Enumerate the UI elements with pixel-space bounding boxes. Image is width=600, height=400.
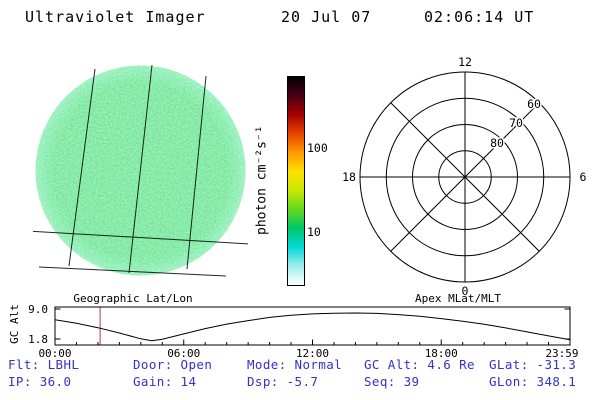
status-dsp: Dsp: -5.7 — [247, 374, 319, 389]
ytick-9-0: 9.0 — [28, 303, 48, 316]
mlat-label-70: 70 — [509, 116, 523, 130]
status-ip: IP: 36.0 — [8, 374, 72, 389]
status-gcalt: GC Alt: 4.6 Re — [364, 357, 475, 372]
status-mode: Mode: Normal — [247, 357, 343, 372]
gc-alt-curve — [54, 312, 571, 342]
strip-ylabel: GC Alt — [8, 304, 21, 344]
polar-plot: 12 6 0 18 60 70 80 — [342, 55, 587, 298]
geographic-grid-lines — [33, 64, 248, 277]
uv-disk-image — [33, 64, 248, 277]
strip-chart: Geographic Lat/Lon Apex MLat/MLT GC Alt … — [8, 293, 579, 360]
xtick-1200: 12:00 — [296, 347, 329, 360]
xtick-1800: 18:00 — [425, 347, 458, 360]
mlt-label-12: 12 — [458, 55, 472, 69]
xtick-2359: 23:59 — [545, 347, 578, 360]
colorbar-units-label: photon cm⁻²s⁻¹ — [254, 125, 270, 235]
status-gain: Gain: 14 — [133, 374, 197, 389]
title-time: 02:06:14 UT — [424, 8, 535, 26]
app-title: Ultraviolet Imager — [25, 8, 206, 26]
title-date: 20 Jul 07 — [281, 8, 372, 26]
strip-chart-frame — [54, 306, 571, 346]
caption-geographic-latlon: Geographic Lat/Lon — [73, 293, 192, 305]
xtick-0000: 00:00 — [38, 347, 71, 360]
status-glon: GLon: 348.1 — [489, 374, 577, 389]
caption-apex-mlat-mlt: Apex MLat/MLT — [415, 293, 501, 305]
mlat-label-60: 60 — [527, 97, 541, 111]
mlt-label-18: 18 — [342, 170, 356, 184]
status-glat: GLat: -31.3 — [489, 357, 577, 372]
xtick-0600: 06:00 — [167, 347, 200, 360]
x-ticks — [54, 339, 571, 345]
mlt-label-6: 6 — [580, 170, 587, 184]
colorbar-gradient — [287, 76, 305, 286]
colorbar-tick-100: 100 — [307, 141, 328, 155]
status-seq: Seq: 39 — [364, 374, 420, 389]
status-door: Door: Open — [133, 357, 213, 372]
polar-grid — [359, 71, 571, 283]
ytick-1-8: 1.8 — [28, 333, 48, 346]
colorbar-tick-10: 10 — [307, 225, 321, 239]
mlat-label-80: 80 — [490, 136, 504, 150]
status-flt: Flt: LBHL — [8, 357, 80, 372]
mlt-label-0: 0 — [462, 284, 469, 298]
